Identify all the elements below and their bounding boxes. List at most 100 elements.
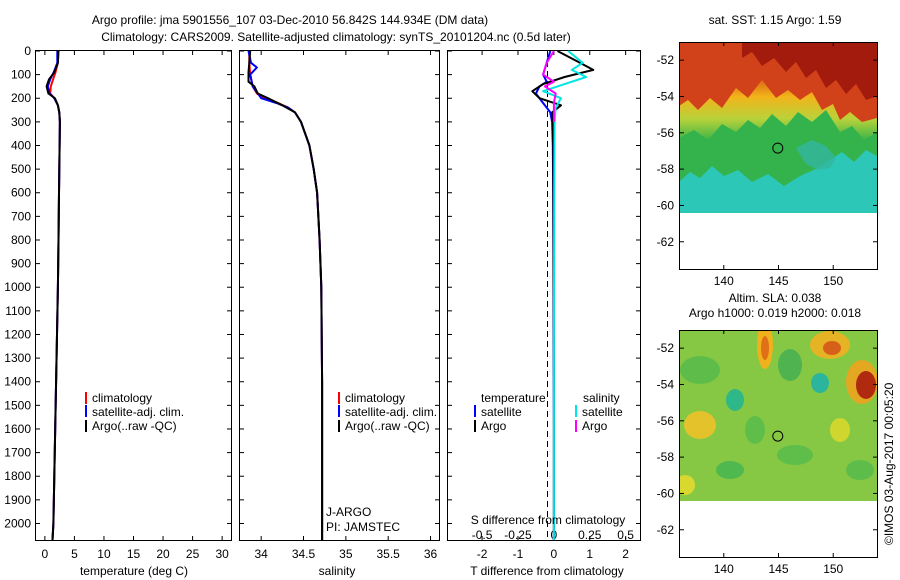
x-tick-label: 0 (42, 547, 49, 561)
y-tick-label: 100 (11, 68, 31, 82)
y-tick-label: 900 (11, 257, 31, 271)
series-line-climatology (248, 51, 324, 540)
x-tick-label: 25 (186, 547, 200, 561)
sla-blob (823, 341, 841, 355)
sla-field-base (679, 330, 877, 501)
difference-panel: -2 -1 0 1 2-0.5 -0.25 0 0.25 0.5 T difference fr… (447, 50, 641, 578)
x-tick-label: 150 (823, 274, 843, 288)
y-tick-label: -54 (657, 377, 675, 391)
y-tick-label: 800 (11, 233, 31, 247)
temperature-axes-frame (35, 50, 232, 541)
sst-heatmap (679, 42, 877, 213)
y-tick-label: 300 (11, 115, 31, 129)
sst-hot-region (742, 42, 877, 100)
legend-label-climatology: climatology (92, 391, 152, 405)
sla-blob (856, 371, 876, 399)
sla-blob (777, 445, 813, 465)
y-tick-label: 1800 (4, 469, 31, 483)
y-tick-label: 700 (11, 209, 31, 223)
x-tick-label: 145 (768, 274, 788, 288)
x-tick-label: 10 (97, 547, 111, 561)
y-tick-label: 1100 (5, 304, 31, 318)
sla-blob (778, 349, 802, 381)
salinity-panel: 34 34.5 35 35.5 36 salinity climatology sate… (239, 50, 440, 578)
s-tick-label: 0.25 (578, 528, 602, 542)
sla-blob (745, 416, 765, 444)
sla-no-data (679, 501, 877, 558)
y-tick-label: 1700 (4, 446, 31, 460)
y-tick-label: -58 (657, 450, 675, 464)
legend-label-climatology: climatology (345, 391, 405, 405)
legend-label-argo: Argo(..raw -QC) (92, 419, 177, 433)
x-tick-label: 150 (823, 562, 843, 576)
y-tick-label: 1300 (4, 351, 31, 365)
series-line-satellite-adj-clim (247, 50, 324, 540)
sla-blob (680, 356, 720, 384)
annotation-pi: PI: JAMSTEC (326, 520, 400, 534)
y-tick-label: -62 (657, 235, 675, 249)
y-tick-label: -52 (657, 53, 675, 67)
s-tick-label: -0.25 (504, 528, 532, 542)
sla-blob (684, 411, 716, 439)
x-tick-label: 36 (424, 547, 438, 561)
sst-map-panel: sat. SST: 1.15 Argo: 1.59 140 145 150 -52 -5… (657, 13, 878, 288)
legend-label-s-satellite: satellite (582, 405, 623, 419)
temperature-panel: 0100200300400500600700800900100011001200… (4, 44, 232, 578)
x-tick-label: 35 (339, 547, 353, 561)
sla-blob (726, 389, 744, 411)
temperature-legend: climatology satellite-adj. clim. Argo(..… (85, 391, 184, 433)
y-tick-label: -56 (657, 414, 675, 428)
sst-map-title: sat. SST: 1.15 Argo: 1.59 (709, 13, 842, 27)
x-tick-label: -2 (477, 547, 488, 561)
salinity-legend: climatology satellite-adj. clim. Argo(..… (338, 391, 437, 433)
y-tick-label: 400 (11, 138, 31, 152)
legend-label-s-argo: Argo (582, 419, 608, 433)
y-tick-label: 200 (11, 91, 31, 105)
x-tick-label: 2 (622, 547, 629, 561)
series-line-argo-raw-qc (247, 50, 324, 540)
salinity-axes-frame (239, 50, 440, 541)
sla-map-title-line1: Altim. SLA: 0.038 (729, 291, 822, 305)
sla-blob (846, 460, 874, 480)
x-tick-label: 140 (714, 562, 734, 576)
legend-header-temperature: temperature (481, 391, 546, 405)
figure-title-line2: Climatology: CARS2009. Satellite-adjuste… (101, 30, 571, 44)
series-line-t-satellite (534, 50, 555, 540)
sla-map-title-line2: Argo h1000: 0.019 h2000: 0.018 (689, 306, 861, 320)
series-line-t-argo (531, 50, 595, 540)
s-tick-label: 0.5 (617, 528, 634, 542)
y-tick-label: 600 (11, 186, 31, 200)
y-tick-label: -62 (657, 523, 675, 537)
y-tick-label: -60 (657, 486, 675, 500)
argo-float-marker (772, 142, 784, 154)
x-tick-label: 20 (156, 547, 170, 561)
y-tick-label: 0 (24, 44, 31, 58)
y-tick-label: -58 (657, 162, 675, 176)
difference-xlabel-s: S difference from climatology (471, 513, 626, 527)
sla-map-panel: Altim. SLA: 0.038 Argo h1000: 0.019 h200… (657, 291, 878, 576)
imos-credit: ©IMOS 03-Aug-2017 00:05:20 (882, 382, 896, 545)
series-line-s-satellite (542, 50, 588, 540)
s-tick-label: -0.5 (472, 528, 493, 542)
y-tick-label: -52 (657, 341, 675, 355)
y-tick-label: 1000 (4, 280, 31, 294)
y-tick-label: 500 (11, 162, 31, 176)
x-tick-label: 15 (127, 547, 141, 561)
y-tick-label: -56 (657, 126, 675, 140)
x-tick-label: 140 (714, 274, 734, 288)
x-tick-label: 145 (768, 562, 788, 576)
x-tick-label: -1 (513, 547, 524, 561)
x-tick-label: 35.5 (377, 547, 401, 561)
y-tick-label: 1500 (4, 398, 31, 412)
series-line-argo-raw-qc (45, 50, 61, 541)
legend-label-t-satellite: satellite (481, 405, 522, 419)
figure-title-line1: Argo profile: jma 5901556_107 03-Dec-201… (92, 13, 488, 27)
sla-blob (679, 475, 695, 495)
annotation-jargo: J-ARGO (326, 505, 371, 519)
legend-header-salinity: salinity (583, 391, 620, 405)
difference-axes-frame (447, 50, 641, 541)
legend-label-satellite: satellite-adj. clim. (345, 405, 437, 419)
y-tick-label: 1200 (4, 327, 31, 341)
legend-label-argo: Argo(..raw -QC) (345, 419, 430, 433)
